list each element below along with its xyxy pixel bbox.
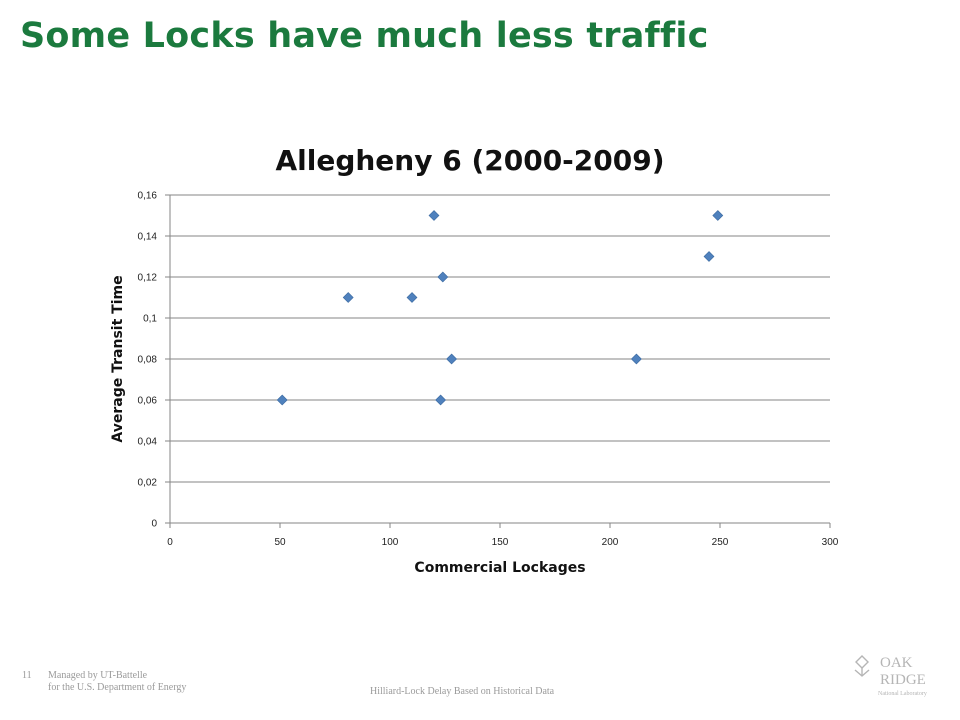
y-axis-label: Average Transit Time <box>110 275 126 442</box>
y-tick-label: 0,16 <box>138 191 158 202</box>
data-point <box>712 210 724 221</box>
data-point <box>446 353 458 365</box>
footer-title: Hilliard-Lock Delay Based on Historical … <box>370 686 555 697</box>
x-tick-label: 300 <box>822 537 839 548</box>
y-tick-label: 0 <box>151 519 157 530</box>
y-tick-label: 0,02 <box>138 478 158 489</box>
y-tick-label: 0,12 <box>138 273 158 284</box>
logo-line2: RIDGE <box>880 672 926 688</box>
logo-line3: National Laboratory <box>878 691 927 697</box>
x-tick-label: 100 <box>382 537 399 548</box>
data-point <box>342 292 354 303</box>
footer-managed-line2: for the U.S. Department of Energy <box>48 682 187 693</box>
x-tick-label: 150 <box>492 537 509 548</box>
data-point <box>437 271 449 283</box>
data-point <box>435 394 447 406</box>
gridlines <box>170 194 830 483</box>
oak-ridge-logo: OAK RIDGE National Laboratory <box>854 655 927 697</box>
y-tick-label: 0,1 <box>143 314 157 325</box>
data-point <box>276 394 288 406</box>
x-tick-label: 250 <box>712 537 729 548</box>
y-tick-label: 0,08 <box>138 355 158 366</box>
x-tick-label: 50 <box>274 537 286 548</box>
y-tick-label: 0,14 <box>138 232 158 243</box>
chart-title: Allegheny 6 (2000-2009) <box>275 144 664 177</box>
data-point <box>630 353 642 365</box>
x-tick-label: 0 <box>167 537 173 548</box>
y-tick-labels: 0 0,02 0,04 0,06 0,08 0,1 0,12 0,14 0,16 <box>138 191 170 530</box>
leaf-icon <box>854 655 870 677</box>
data-point <box>406 292 418 303</box>
y-tick-label: 0,06 <box>138 396 158 407</box>
logo-line1: OAK <box>880 655 913 671</box>
data-points <box>276 210 724 406</box>
data-point <box>703 251 715 262</box>
footer-managed-by: Managed by UT-Battelle for the U.S. Depa… <box>48 670 238 694</box>
page-number: 11 <box>22 670 32 681</box>
y-tick-label: 0,04 <box>138 437 158 448</box>
data-point <box>428 210 440 221</box>
slide-title: Some Locks have much less traffic <box>20 16 709 56</box>
x-tick-label: 200 <box>602 537 619 548</box>
scatter-chart: Allegheny 6 (2000-2009) 0 50 100 150 200 250 3… <box>110 144 839 576</box>
footer-managed-line1: Managed by UT-Battelle <box>48 670 148 681</box>
x-axis-label: Commercial Lockages <box>414 560 585 576</box>
x-tick-labels: 0 50 100 150 200 250 300 <box>167 523 839 548</box>
